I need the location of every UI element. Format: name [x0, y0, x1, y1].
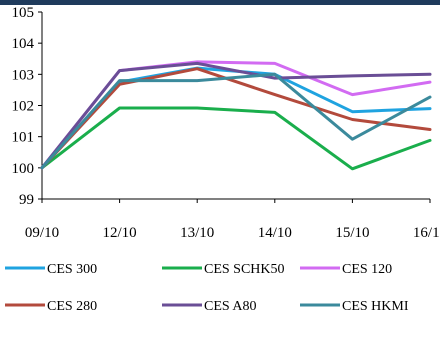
legend-item-ces-280: CES 280: [5, 299, 97, 314]
legend-label: CES HKMI: [342, 299, 409, 314]
series-line-ces-schk50: [40, 106, 432, 171]
y-tick-label: 105: [12, 5, 35, 21]
y-tick-label: 100: [12, 161, 35, 177]
legend-item-ces-300: CES 300: [5, 262, 97, 277]
legend-label: CES 120: [342, 262, 392, 277]
legend-label: CES 280: [47, 299, 97, 314]
x-tick-label: 16/10: [413, 225, 440, 241]
x-tick-label: 13/10: [180, 225, 214, 241]
y-tick-label: 104: [12, 36, 35, 52]
series-line-ces-a80: [40, 61, 432, 170]
y-tick-label: 102: [12, 99, 35, 115]
y-tick-label: 99: [19, 192, 34, 208]
legend-item-ces-hkmi: CES HKMI: [300, 299, 409, 314]
legend-label: CES 300: [47, 262, 97, 277]
series-line-ces-280: [40, 67, 432, 170]
x-tick-label: 14/10: [258, 225, 292, 241]
legend-item-ces-a80: CES A80: [162, 299, 257, 314]
y-tick-label: 103: [12, 67, 35, 83]
series-line-ces-hkmi: [40, 72, 432, 170]
x-tick-label: 09/10: [25, 225, 59, 241]
legend-label: CES A80: [204, 299, 257, 314]
y-tick-label: 101: [12, 130, 35, 146]
legend-label: CES SCHK50: [204, 262, 285, 277]
legend-item-ces-schk50: CES SCHK50: [162, 262, 285, 277]
x-tick-label: 12/10: [103, 225, 137, 241]
top-banner: [0, 0, 440, 5]
x-tick-label: 15/10: [335, 225, 369, 241]
legend-item-ces-120: CES 120: [300, 262, 392, 277]
